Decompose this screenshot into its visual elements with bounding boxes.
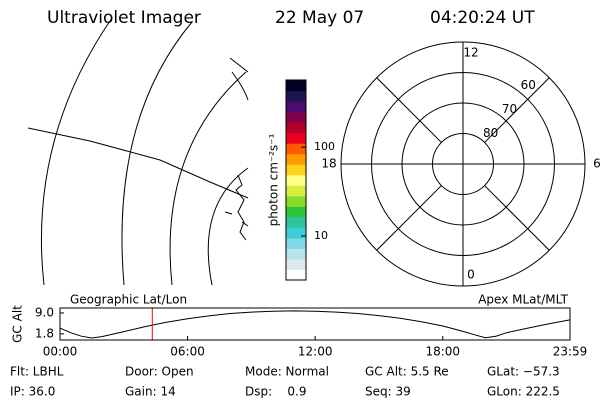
color-band	[286, 216, 306, 228]
y-tick-label: 9.0	[35, 305, 54, 319]
altitude-plot: Geographic Lat/Lon Apex MLat/MLT GC Alt 9.0…	[11, 293, 588, 359]
color-band	[286, 185, 306, 197]
ring-label: 60	[521, 78, 536, 92]
color-band	[286, 132, 306, 144]
altitude-line	[59, 310, 570, 339]
ring	[401, 102, 525, 226]
color-band	[286, 164, 306, 176]
x-tick-label: 18:00	[425, 345, 460, 359]
tick-label: 10	[314, 229, 328, 242]
color-band	[286, 258, 306, 270]
color-band	[286, 206, 306, 218]
x-tick-label: 06:00	[170, 345, 205, 359]
color-band	[286, 143, 306, 155]
color-band	[286, 248, 306, 260]
color-band	[286, 80, 306, 92]
hour-label: 6	[593, 157, 600, 171]
info-panel: Flt: LBHL Door: Open Mode: Normal GC Alt: 5…	[10, 365, 560, 399]
title: Ultraviolet Imager	[47, 8, 201, 28]
tick-label: 100	[314, 140, 335, 153]
info-field: Flt: LBHL	[10, 365, 64, 379]
info-field: GLon: 222.5	[487, 385, 560, 399]
ring-label: 80	[483, 126, 498, 140]
lat-arc	[169, 71, 247, 286]
y-axis-label: GC Alt	[11, 305, 25, 343]
color-band	[286, 122, 306, 134]
lat-arc	[207, 167, 249, 286]
spoke	[484, 77, 550, 143]
coastline	[224, 174, 249, 241]
color-band	[286, 195, 306, 207]
lon-line	[231, 71, 249, 101]
polar-grid: 60 70 80 0 6 12 18	[321, 41, 600, 287]
colorbar-frame	[285, 79, 307, 281]
colorbar-label: photon cm⁻²s⁻¹	[267, 133, 281, 226]
colorbar: 10 100 photon cm⁻²s⁻¹	[267, 79, 335, 281]
color-band	[286, 269, 306, 281]
color-band	[286, 174, 306, 186]
color-band	[286, 227, 306, 239]
info-field: Door: Open	[125, 365, 194, 379]
geographic-map	[27, 17, 249, 286]
color-band	[286, 237, 306, 249]
spoke	[376, 77, 442, 143]
time: 04:20:24 UT	[430, 8, 535, 28]
info-field: Seq: 39	[365, 385, 411, 399]
panel-label: Apex MLat/MLT	[478, 293, 568, 307]
date: 22 May 07	[275, 8, 364, 28]
lat-arc	[121, 21, 193, 286]
hour-label: 12	[463, 46, 478, 60]
hour-label: 18	[321, 157, 336, 171]
lon-line	[229, 57, 249, 73]
hour-label: 0	[467, 268, 475, 282]
x-tick-label: 00:00	[43, 345, 78, 359]
x-tick-label: 12:00	[298, 345, 333, 359]
plot-frame	[59, 307, 571, 341]
info-field: Mode: Normal	[245, 365, 329, 379]
x-tick-label: 23:59	[553, 345, 588, 359]
ring	[371, 72, 555, 256]
ring-label: 70	[502, 102, 517, 116]
ring	[432, 133, 494, 195]
info-field: IP: 36.0	[10, 385, 55, 399]
color-band	[286, 153, 306, 165]
info-field: Dsp: 0.9	[245, 385, 307, 399]
spoke	[484, 185, 550, 251]
spoke	[376, 185, 442, 251]
color-band	[286, 101, 306, 113]
info-field: GLat: −57.3	[487, 365, 560, 379]
panel-label: Geographic Lat/Lon	[70, 293, 187, 307]
info-field: GC Alt: 5.5 Re	[365, 365, 449, 379]
color-band	[286, 90, 306, 102]
lat-arc	[40, 17, 113, 286]
lon-line	[27, 127, 249, 199]
color-band	[286, 111, 306, 123]
y-tick-label: 1.8	[35, 326, 54, 340]
info-field: Gain: 14	[125, 385, 176, 399]
